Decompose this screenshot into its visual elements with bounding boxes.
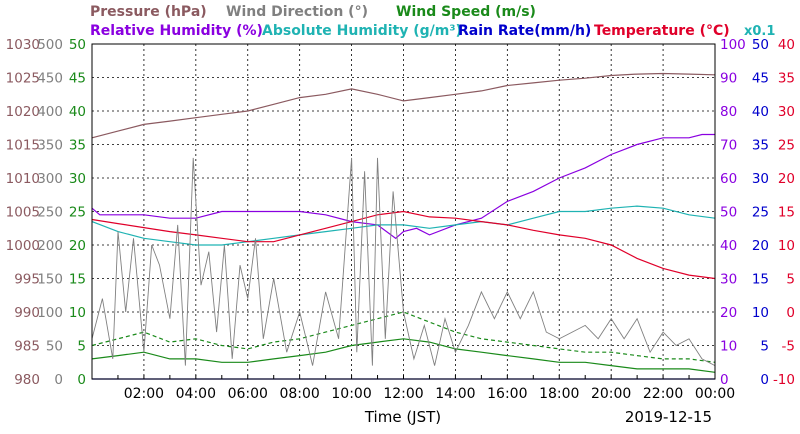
y-tick-label-wind-speed: 10 — [69, 305, 86, 321]
y-tick-label-wind-direction: 450 — [37, 71, 63, 87]
y-tick-label-relative-humidity: 50 — [720, 205, 737, 221]
y-tick-label-relative-humidity: 60 — [720, 171, 737, 187]
y-tick-label-temperature: 15 — [778, 205, 795, 221]
y-tick-label-relative-humidity: 90 — [720, 71, 737, 87]
y-tick-label-pressure: 1005 — [6, 205, 40, 221]
y-tick-label-absolute-humidity-x01: 10 — [752, 305, 769, 321]
y-tick-label-absolute-humidity-x01: 30 — [752, 171, 769, 187]
series-line-temperature-c — [91, 210, 716, 280]
y-tick-label-relative-humidity: 100 — [720, 37, 746, 53]
y-tick-label-pressure: 985 — [14, 339, 40, 355]
y-tick-label-absolute-humidity-x01: 20 — [752, 238, 769, 254]
y-tick-label-temperature: 0 — [786, 305, 795, 321]
y-tick-label-pressure: 980 — [14, 372, 40, 388]
y-tick-label-wind-direction: 350 — [37, 138, 63, 154]
y-tick-label-wind-speed: 35 — [69, 138, 86, 154]
y-tick-label-wind-speed: 0 — [77, 372, 86, 388]
y-tick-label-wind-speed: 20 — [69, 238, 86, 254]
y-tick-label-wind-speed: 45 — [69, 71, 86, 87]
y-tick-label-pressure: 1000 — [6, 238, 40, 254]
y-tick-label-temperature: 5 — [786, 272, 795, 288]
y-tick-label-absolute-humidity-x01: 45 — [752, 71, 769, 87]
y-tick-label-pressure: 995 — [14, 272, 40, 288]
y-tick-label-temperature: 25 — [778, 138, 795, 154]
y-tick-label-relative-humidity: 40 — [720, 238, 737, 254]
legend-absolute-humidity: Absolute Humidity (g/m³) — [262, 23, 462, 39]
series-line-wind-direction — [91, 157, 716, 367]
y-tick-label-wind-direction: 250 — [37, 205, 63, 221]
y-tick-label-pressure: 1015 — [6, 138, 40, 154]
y-tick-label-absolute-humidity-x01: 25 — [752, 205, 769, 221]
y-tick-label-absolute-humidity-x01: 35 — [752, 138, 769, 154]
y-tick-label-pressure: 1030 — [6, 37, 40, 53]
y-tick-label-wind-direction: 150 — [37, 272, 63, 288]
y-tick-label-temperature: 30 — [778, 104, 795, 120]
y-tick-label-temperature: 20 — [778, 171, 795, 187]
y-tick-label-pressure: 1025 — [6, 71, 40, 87]
series-line-wind-speed-m-s — [91, 338, 716, 373]
y-tick-label-wind-direction: 300 — [37, 171, 63, 187]
x-tick-label: 12:00 — [383, 386, 423, 402]
x-tick-label: 14:00 — [435, 386, 475, 402]
axes-layer: 02:00 04:00 06:00 08:00 10:00 12:00 14:00 16:00… — [6, 37, 795, 402]
y-tick-label-relative-humidity: 10 — [720, 339, 737, 355]
y-tick-label-temperature: -10 — [773, 372, 795, 388]
series-line-relative-humidity — [91, 133, 715, 240]
y-tick-label-relative-humidity: 80 — [720, 104, 737, 120]
x-tick-label: 10:00 — [331, 386, 371, 402]
y-tick-label-relative-humidity: 70 — [720, 138, 737, 154]
y-tick-label-wind-speed: 40 — [69, 104, 86, 120]
y-tick-label-wind-direction: 400 — [37, 104, 63, 120]
y-tick-label-temperature: -5 — [782, 339, 795, 355]
x-tick-label: 00:00 — [695, 386, 735, 402]
y-tick-label-wind-speed: 5 — [77, 339, 86, 355]
y-tick-label-wind-speed: 30 — [69, 171, 86, 187]
y-tick-label-absolute-humidity-x01: 0 — [760, 372, 769, 388]
y-tick-label-pressure: 1010 — [6, 171, 40, 187]
y-tick-label-temperature: 40 — [778, 37, 795, 53]
x-tick-label: 18:00 — [539, 386, 579, 402]
y-tick-label-wind-direction: 0 — [54, 372, 63, 388]
y-tick-label-temperature: 10 — [778, 238, 795, 254]
x-axis-title: Time (JST) — [364, 408, 441, 426]
series-line-pressure-hpa — [91, 72, 716, 139]
x-tick-label: 20:00 — [591, 386, 631, 402]
y-tick-label-pressure: 990 — [14, 305, 40, 321]
y-tick-label-wind-speed: 50 — [69, 37, 86, 53]
y-tick-label-wind-speed: 25 — [69, 205, 86, 221]
x-tick-label: 06:00 — [228, 386, 268, 402]
y-tick-label-relative-humidity: 30 — [720, 272, 737, 288]
legend-x01-note: x0.1 — [744, 24, 775, 39]
y-tick-label-relative-humidity: 0 — [720, 372, 729, 388]
y-tick-label-absolute-humidity-x01: 50 — [752, 37, 769, 53]
legend-rain-rate: Rain Rate(mm/h) — [458, 23, 591, 39]
y-tick-label-wind-direction: 500 — [37, 37, 63, 53]
y-tick-label-absolute-humidity-x01: 40 — [752, 104, 769, 120]
legend-temperature: Temperature (°C) — [594, 23, 730, 39]
x-tick-label: 04:00 — [176, 386, 216, 402]
y-tick-label-wind-direction: 100 — [37, 305, 63, 321]
series-line-wind-speed-max-m-s — [91, 311, 716, 363]
y-tick-label-wind-speed: 15 — [69, 272, 86, 288]
y-tick-label-absolute-humidity-x01: 5 — [760, 339, 769, 355]
y-tick-label-wind-direction: 200 — [37, 238, 63, 254]
series-line-absolute-humidity-g-m — [91, 205, 716, 246]
legend-pressure: Pressure (hPa) — [90, 4, 207, 20]
legend-relative-humidity: Relative Humidity (%) — [90, 23, 263, 39]
y-tick-label-relative-humidity: 20 — [720, 305, 737, 321]
x-tick-label: 08:00 — [279, 386, 319, 402]
chart-date: 2019-12-15 — [625, 408, 712, 426]
x-tick-label: 22:00 — [643, 386, 683, 402]
legend-wind-direction: Wind Direction (°) — [226, 4, 368, 20]
legend-wind-speed: Wind Speed (m/s) — [396, 4, 536, 20]
y-tick-label-pressure: 1020 — [6, 104, 40, 120]
y-tick-label-temperature: 35 — [778, 71, 795, 87]
x-tick-label: 16:00 — [487, 386, 527, 402]
y-tick-label-absolute-humidity-x01: 15 — [752, 272, 769, 288]
y-tick-label-wind-direction: 50 — [46, 339, 63, 355]
x-tick-label: 02:00 — [124, 386, 164, 402]
